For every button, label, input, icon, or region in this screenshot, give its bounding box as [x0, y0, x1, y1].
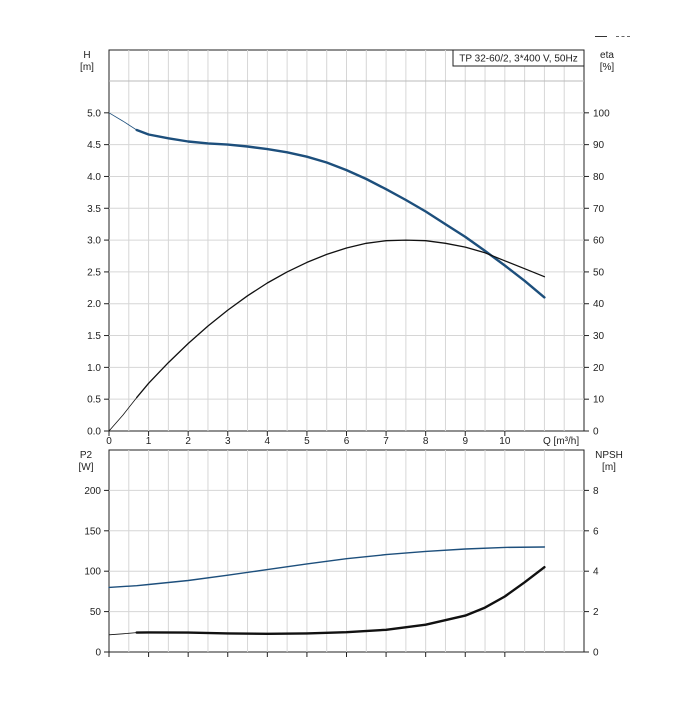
x-axis-tick-label: 0	[106, 436, 112, 447]
left-axis-tick-label: 4.0	[87, 172, 101, 183]
right-axis-tick-label: 100	[593, 108, 610, 119]
right-axis-tick-label: 8	[593, 486, 599, 497]
x-axis-tick-label: 4	[265, 436, 271, 447]
left-axis-tick-label: 3.0	[87, 236, 101, 247]
right-axis-tick-label: 6	[593, 526, 599, 537]
right-axis-tick-label: 30	[593, 331, 605, 342]
right-axis-tick-label: 70	[593, 204, 605, 215]
series-1-1-extension	[108, 632, 137, 636]
legend-dashed-mark	[616, 36, 630, 37]
power-axis-unit: [W]	[79, 462, 94, 473]
right-axis-tick-label: 60	[593, 236, 605, 247]
right-axis-tick-label: 20	[593, 363, 605, 374]
npsh-axis-unit: [m]	[602, 462, 616, 473]
head-axis-label: H	[83, 50, 90, 61]
left-axis-tick-label: 2.5	[87, 267, 101, 278]
left-axis-tick-label: 50	[90, 607, 102, 618]
right-axis-tick-label: 0	[593, 648, 599, 659]
right-axis-tick-label: 40	[593, 299, 605, 310]
series-1-1-line	[135, 566, 546, 635]
x-axis-tick-label: 8	[423, 436, 429, 447]
x-axis-tick-label: 9	[462, 436, 468, 447]
series-0-1-extension	[108, 397, 138, 432]
chart-title-box	[452, 49, 585, 67]
lower-panel-power-npsh: 0 50 100 150 200 0 2 4 6 8 P2 [W] NPSH [m]	[79, 449, 623, 659]
series-0-1-line	[136, 239, 546, 399]
lower-grid	[109, 450, 584, 652]
chart-title: TP 32-60/2, 3*400 V, 50Hz	[459, 54, 577, 65]
power-axis-label: P2	[80, 450, 93, 461]
x-axis-tick-label: 2	[185, 436, 191, 447]
upper-series	[108, 112, 546, 432]
left-axis-tick-label: 0.0	[87, 427, 101, 438]
npsh-axis-label: NPSH	[595, 450, 623, 461]
right-axis-tick-label: 90	[593, 140, 605, 151]
series-0-0-extension	[108, 112, 137, 131]
right-axis-tick-label: 80	[593, 172, 605, 183]
left-axis-tick-label: 1.0	[87, 363, 101, 374]
left-axis-tick-label: 4.5	[87, 140, 101, 151]
upper-grid	[109, 50, 584, 431]
eta-axis-label: eta	[600, 50, 614, 61]
x-axis-tick-label: 1	[146, 436, 152, 447]
right-axis-tick-label: 50	[593, 267, 605, 278]
left-axis-tick-label: 3.5	[87, 204, 101, 215]
lower-series	[108, 546, 546, 636]
lower-ticks: 0 50 100 150 200 0 2 4 6 8	[84, 486, 599, 659]
upper-ticks: 0.00.51.01.52.02.53.03.54.04.55.00102030…	[87, 108, 610, 447]
x-axis-tick-label: 6	[344, 436, 350, 447]
legend-solid-mark	[595, 36, 607, 37]
upper-panel-head-eta: 0.00.51.01.52.02.53.03.54.04.55.00102030…	[80, 49, 615, 447]
series-0-0-line	[135, 128, 546, 299]
right-axis-tick-label: 0	[593, 427, 599, 438]
x-axis-tick-label: 3	[225, 436, 231, 447]
eta-axis-unit: [%]	[600, 62, 615, 73]
left-axis-tick-label: 2.0	[87, 299, 101, 310]
left-axis-tick-label: 100	[84, 567, 101, 578]
flow-axis-label: Q [m³/h]	[543, 436, 579, 447]
left-axis-tick-label: 150	[84, 526, 101, 537]
left-axis-tick-label: 5.0	[87, 108, 101, 119]
left-axis-tick-label: 1.5	[87, 331, 101, 342]
x-axis-tick-label: 10	[499, 436, 511, 447]
left-axis-tick-label: 0.5	[87, 395, 101, 406]
left-axis-tick-label: 0	[95, 648, 101, 659]
left-axis-tick-label: 200	[84, 486, 101, 497]
series-1-0-line	[108, 546, 546, 589]
x-axis-tick-label: 5	[304, 436, 310, 447]
right-axis-tick-label: 4	[593, 567, 599, 578]
x-axis-tick-label: 7	[383, 436, 389, 447]
right-axis-tick-label: 2	[593, 607, 599, 618]
head-axis-unit: [m]	[80, 62, 94, 73]
right-axis-tick-label: 10	[593, 395, 605, 406]
